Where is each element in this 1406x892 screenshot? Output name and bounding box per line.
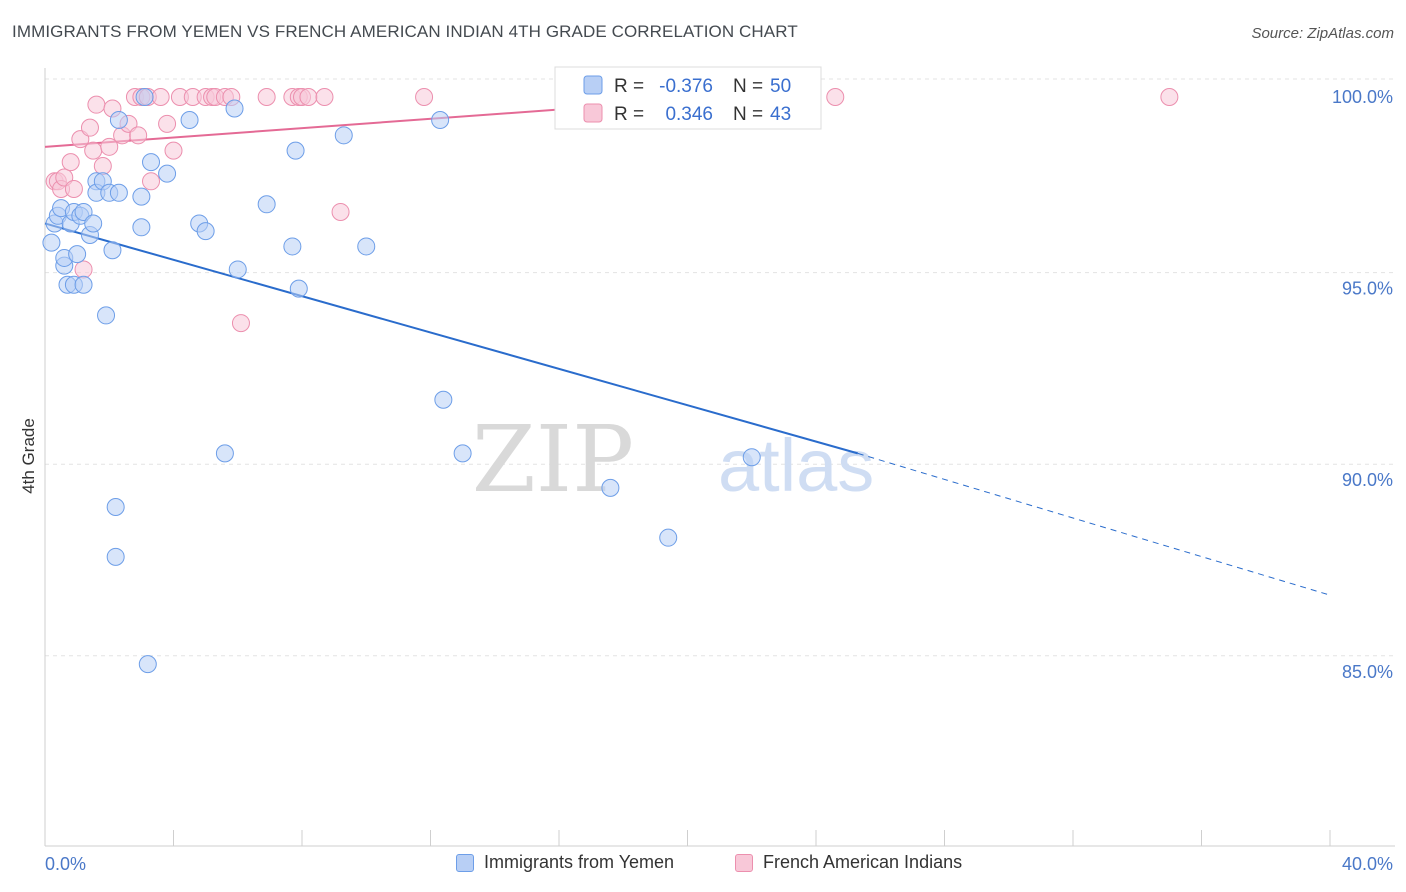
data-point-yemen <box>135 88 154 106</box>
data-point-french <box>93 156 112 175</box>
legend-n-value-1: 50 <box>770 76 791 97</box>
data-point-french <box>158 114 177 133</box>
legend-n-value-2: 43 <box>770 104 791 125</box>
watermark: ZIP atlas <box>472 406 874 513</box>
data-point-yemen <box>74 275 93 294</box>
watermark-zip: ZIP <box>472 406 634 513</box>
x-tick-label-min: 0.0% <box>45 854 86 874</box>
data-point-french <box>142 172 161 191</box>
trend-line-yemen-extension <box>857 452 1331 596</box>
data-point-french <box>100 137 119 156</box>
data-point-yemen <box>103 241 122 260</box>
data-point-french <box>299 88 318 106</box>
data-point-yemen <box>196 222 215 241</box>
data-point-yemen <box>434 390 453 409</box>
data-point-yemen <box>289 279 308 298</box>
legend-n-label-1: N = <box>733 76 763 97</box>
data-points <box>42 88 1179 674</box>
data-point-french <box>151 88 170 106</box>
data-point-yemen <box>106 547 125 566</box>
legend-n-label-2: N = <box>733 104 763 125</box>
data-point-yemen <box>257 195 276 214</box>
legend-r-value-2: 0.346 <box>665 104 713 125</box>
y-tick-label: 100.0% <box>1332 87 1393 107</box>
legend-swatch-yemen <box>583 75 603 95</box>
data-point-french <box>257 88 276 106</box>
stats-legend: R = -0.376 N = 50 R = 0.346 N = 43 <box>554 66 822 130</box>
data-point-french <box>71 130 90 149</box>
data-point-french <box>1160 88 1179 106</box>
data-point-yemen <box>334 126 353 145</box>
legend-r-label-1: R = <box>614 76 644 97</box>
y-tick-label: 85.0% <box>1342 662 1393 682</box>
legend-swatch-french-bottom <box>735 853 753 872</box>
axis-labels: 100.0% 95.0% 90.0% 85.0% 0.0% 40.0% 4th Grade <box>19 87 1393 874</box>
data-point-yemen <box>158 164 177 183</box>
data-point-yemen <box>601 478 620 497</box>
legend-r-value-1: -0.376 <box>659 76 713 97</box>
data-point-yemen <box>180 110 199 129</box>
chart-title: IMMIGRANTS FROM YEMEN VS FRENCH AMERICAN… <box>12 22 798 41</box>
axes <box>44 68 1395 847</box>
data-point-french <box>231 314 250 333</box>
data-point-yemen <box>109 183 128 202</box>
data-point-french <box>87 95 106 114</box>
trend-line-yemen <box>44 222 859 455</box>
data-point-yemen <box>109 110 128 129</box>
data-point-yemen <box>106 498 125 517</box>
x-tick-label-max: 40.0% <box>1342 854 1393 874</box>
data-point-yemen <box>225 99 244 118</box>
data-point-french <box>315 88 334 106</box>
data-point-yemen <box>132 187 151 206</box>
y-axis-title: 4th Grade <box>19 418 38 494</box>
data-point-french <box>74 260 93 279</box>
data-point-french <box>331 202 350 221</box>
data-point-french <box>80 118 99 137</box>
legend-swatch-french <box>583 103 603 123</box>
legend-swatch-yemen-bottom <box>456 853 474 872</box>
legend-label-french: French American Indians <box>763 852 963 872</box>
series-legend: Immigrants from Yemen French American In… <box>0 850 1406 880</box>
data-point-yemen <box>228 260 247 279</box>
data-point-yemen <box>74 202 93 221</box>
source-credit: Source: ZipAtlas.com <box>1251 25 1394 42</box>
legend-label-yemen: Immigrants from Yemen <box>484 852 675 872</box>
trend-lines <box>44 92 1331 596</box>
legend-item-yemen: Immigrants from Yemen <box>456 852 674 873</box>
data-point-yemen <box>68 245 87 264</box>
data-point-yemen <box>42 233 61 252</box>
data-point-french <box>84 141 103 160</box>
data-point-yemen <box>453 444 472 463</box>
data-point-yemen <box>97 306 116 325</box>
data-point-yemen <box>138 655 157 674</box>
data-point-french <box>64 179 83 198</box>
data-point-yemen <box>132 218 151 237</box>
data-point-french <box>826 88 845 106</box>
data-point-french <box>164 141 183 160</box>
data-point-french <box>61 153 80 172</box>
data-point-french <box>55 168 74 187</box>
data-point-yemen <box>742 448 761 467</box>
data-point-french <box>415 88 434 106</box>
data-point-yemen <box>431 110 450 129</box>
data-point-yemen <box>286 141 305 160</box>
legend-r-label-2: R = <box>614 104 644 125</box>
legend-item-french: French American Indians <box>735 852 962 873</box>
y-tick-label: 90.0% <box>1342 470 1393 490</box>
data-point-yemen <box>357 237 376 256</box>
data-point-yemen <box>283 237 302 256</box>
y-tick-label: 95.0% <box>1342 279 1393 299</box>
data-point-yemen <box>84 214 103 233</box>
data-point-yemen <box>215 444 234 463</box>
data-point-yemen <box>142 153 161 172</box>
grid-lines <box>45 78 1395 657</box>
watermark-atlas: atlas <box>718 424 874 507</box>
data-point-yemen <box>659 528 678 547</box>
data-point-french <box>129 126 148 145</box>
